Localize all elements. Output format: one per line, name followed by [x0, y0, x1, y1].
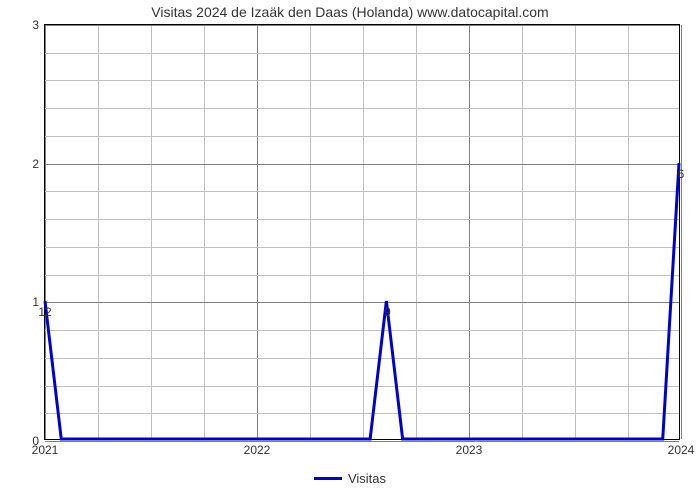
plot-area: 012320212022202320241296	[44, 24, 680, 440]
legend-swatch	[314, 477, 342, 480]
x-axis-tick-label: 2021	[32, 443, 59, 457]
x-axis-tick-label: 2022	[244, 443, 271, 457]
line-series-svg	[45, 25, 679, 439]
legend: Visitas	[0, 470, 700, 486]
chart-title: Visitas 2024 de Izaäk den Daas (Holanda)…	[0, 4, 700, 20]
y-axis-tick-label: 3	[32, 18, 39, 32]
y-axis-tick-label: 2	[32, 157, 39, 171]
point-label: 6	[678, 167, 685, 181]
point-label: 9	[384, 305, 391, 319]
point-label: 12	[38, 305, 51, 319]
horizontal-gridline	[45, 441, 679, 442]
legend-text: Visitas	[348, 471, 386, 486]
x-axis-tick-label: 2023	[456, 443, 483, 457]
line-series	[45, 163, 679, 439]
chart-container: Visitas 2024 de Izaäk den Daas (Holanda)…	[0, 0, 700, 500]
vertical-gridline	[681, 25, 682, 439]
x-axis-tick-label: 2024	[668, 443, 695, 457]
